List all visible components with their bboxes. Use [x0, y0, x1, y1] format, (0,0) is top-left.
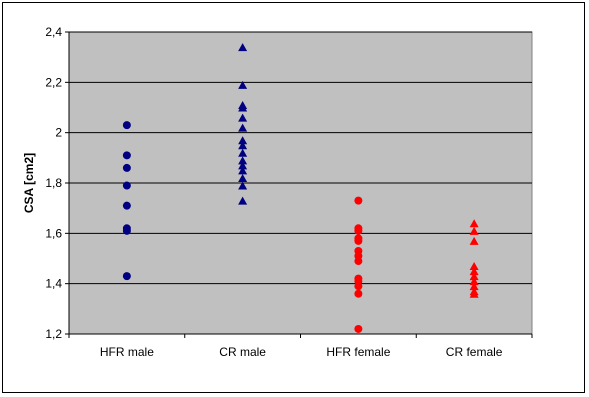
data-points	[122, 43, 479, 333]
data-point	[354, 196, 363, 205]
y-tick-label: 1,2	[45, 327, 62, 341]
data-point	[122, 226, 131, 235]
data-point	[238, 161, 248, 170]
data-point	[238, 173, 248, 182]
x-axis: HFR male CR male HFR female CR female	[68, 333, 533, 359]
y-tick-label: 2,4	[45, 25, 62, 39]
data-point	[238, 80, 248, 89]
y-tick-label: 1,6	[45, 226, 62, 240]
data-point	[469, 272, 479, 281]
data-point	[238, 103, 248, 112]
y-axis: 1,2 1,4 1,6 1,8 2 2,2 2,4	[45, 25, 70, 341]
y-tick-label: 2	[55, 126, 62, 140]
x-tick-label: CR male	[219, 345, 266, 359]
data-point	[469, 277, 479, 286]
data-point	[469, 236, 479, 245]
data-point	[354, 282, 363, 291]
data-point	[238, 113, 248, 122]
x-tick-label: HFR male	[100, 345, 154, 359]
x-tick-label: CR female	[446, 345, 503, 359]
data-point	[469, 282, 479, 291]
data-point	[238, 141, 248, 150]
data-point	[122, 272, 131, 281]
data-point	[354, 236, 363, 245]
x-tick-label: HFR female	[326, 345, 390, 359]
data-point	[469, 219, 479, 228]
y-tick-label: 1,8	[45, 176, 62, 190]
data-point	[122, 163, 131, 172]
data-point	[238, 43, 248, 52]
data-point	[122, 201, 131, 210]
data-point	[354, 324, 363, 333]
data-point	[238, 123, 248, 132]
data-point	[238, 166, 248, 175]
data-point	[469, 262, 479, 271]
data-point	[238, 136, 248, 145]
data-point	[122, 121, 131, 130]
data-point	[122, 151, 131, 160]
data-point	[238, 148, 248, 157]
data-point	[354, 289, 363, 298]
data-point	[354, 257, 363, 266]
data-point	[238, 156, 248, 165]
data-point	[238, 181, 248, 190]
data-point	[354, 226, 363, 235]
data-point	[238, 196, 248, 205]
gridlines	[69, 31, 532, 285]
data-point	[469, 289, 479, 298]
y-tick-label: 1,4	[45, 277, 62, 291]
y-tick-label: 2,2	[45, 75, 62, 89]
y-axis-title: CSA [cm2]	[22, 153, 36, 213]
data-point	[469, 226, 479, 235]
data-point	[469, 267, 479, 276]
data-point	[122, 181, 131, 190]
